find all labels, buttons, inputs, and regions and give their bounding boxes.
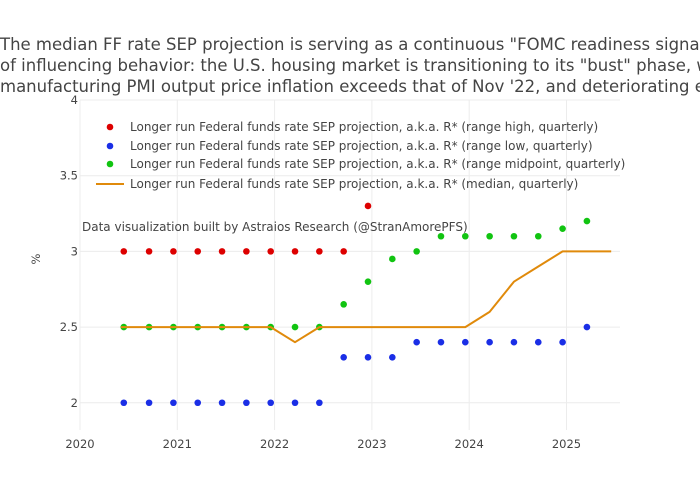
data-point	[218, 399, 226, 407]
data-point	[218, 248, 226, 255]
data-point	[267, 399, 275, 407]
y-tick-label: 4	[71, 93, 78, 107]
y-tick-label: 3	[71, 244, 78, 258]
data-point	[194, 399, 202, 407]
data-point	[170, 248, 177, 255]
series-3	[120, 250, 612, 344]
data-point	[559, 338, 566, 346]
data-point	[291, 399, 299, 407]
data-point	[437, 338, 445, 346]
data-point	[364, 278, 372, 285]
data-point	[583, 217, 591, 225]
data-point	[243, 399, 250, 407]
legend-item[interactable]: Longer run Federal funds rate SEP projec…	[106, 120, 599, 134]
y-tick-label: 2.5	[60, 320, 78, 334]
series-line	[120, 250, 612, 344]
data-point	[340, 248, 347, 255]
data-point	[340, 354, 347, 361]
legend-marker-swatch	[106, 142, 114, 150]
data-point	[510, 232, 518, 240]
x-tick-label: 2021	[163, 437, 192, 451]
data-point	[316, 399, 323, 407]
legend-label: Longer run Federal funds rate SEP projec…	[130, 139, 593, 153]
data-point	[120, 248, 128, 255]
y-axis-ticks: 2 2.5 3 3.5 4	[60, 93, 78, 410]
data-point	[194, 248, 202, 255]
chart-title-line-3: manufacturing PMI output price inflation…	[0, 77, 700, 96]
legend-item[interactable]: Longer run Federal funds rate SEP projec…	[106, 157, 626, 171]
legend[interactable]: Longer run Federal funds rate SEP projec…	[96, 120, 625, 191]
data-point	[340, 301, 347, 308]
y-tick-label: 3.5	[60, 169, 78, 183]
data-point	[389, 354, 396, 361]
data-point	[534, 232, 542, 240]
data-point	[510, 338, 518, 346]
data-point	[145, 248, 153, 255]
chart-marks	[120, 202, 612, 407]
chart-title-line-1: The median FF rate SEP projection is ser…	[0, 35, 700, 54]
x-tick-label: 2022	[260, 437, 289, 451]
data-point	[316, 248, 323, 255]
data-point	[364, 354, 372, 361]
legend-label: Longer run Federal funds rate SEP projec…	[130, 157, 625, 171]
legend-item[interactable]: Longer run Federal funds rate SEP projec…	[96, 177, 578, 191]
data-point	[486, 338, 493, 346]
data-point	[583, 323, 591, 331]
legend-marker-swatch	[106, 123, 114, 131]
series-2	[120, 217, 591, 331]
data-point	[291, 323, 299, 331]
data-point	[486, 232, 493, 240]
x-tick-label: 2020	[65, 437, 94, 451]
data-point	[413, 248, 420, 255]
data-point	[413, 338, 420, 346]
data-point	[291, 248, 299, 255]
legend-label: Longer run Federal funds rate SEP projec…	[130, 177, 578, 191]
data-point	[145, 399, 153, 407]
chart-title-line-2: of influencing behavior: the U.S. housin…	[0, 56, 700, 75]
data-point	[559, 225, 566, 232]
series-0	[120, 202, 372, 255]
data-point	[534, 338, 542, 346]
data-point	[389, 255, 396, 263]
data-point	[364, 202, 372, 210]
x-tick-label: 2025	[552, 437, 581, 451]
legend-item[interactable]: Longer run Federal funds rate SEP projec…	[106, 139, 593, 153]
data-point	[170, 399, 177, 407]
x-tick-label: 2024	[455, 437, 484, 451]
data-point	[267, 248, 275, 255]
y-axis-label: %	[29, 253, 43, 264]
x-tick-label: 2023	[357, 437, 386, 451]
chart-annotation: Data visualization built by Astraios Res…	[82, 220, 468, 234]
data-point	[461, 338, 469, 346]
chart-title: The median FF rate SEP projection is ser…	[0, 34, 700, 98]
data-point	[461, 232, 469, 240]
legend-label: Longer run Federal funds rate SEP projec…	[130, 120, 598, 134]
data-point	[437, 232, 445, 240]
data-point	[120, 399, 128, 407]
legend-marker-swatch	[106, 160, 114, 168]
series-1	[120, 323, 591, 407]
y-tick-label: 2	[71, 396, 78, 410]
data-point	[243, 248, 250, 255]
x-axis-ticks: 2020 2021 2022 2023 2024 2025	[65, 437, 581, 451]
